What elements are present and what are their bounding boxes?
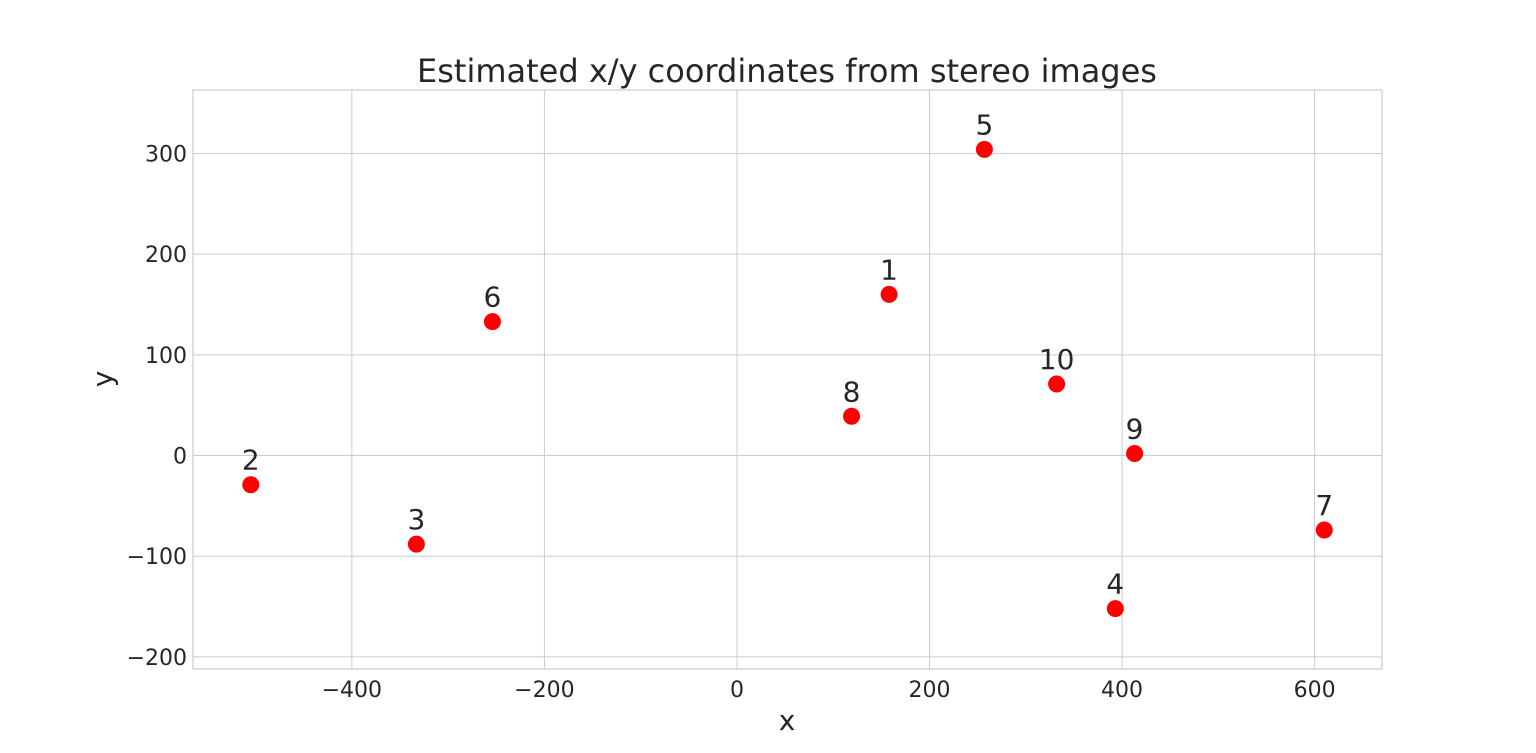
point-label: 7: [1315, 489, 1333, 522]
x-tick-label: 0: [730, 678, 744, 703]
x-ticks: −400 −200 0 200 400 600: [322, 678, 1336, 703]
x-tick-label: 400: [1101, 678, 1143, 703]
data-point: [1106, 600, 1124, 618]
data-point: [880, 285, 898, 303]
data-point: [843, 407, 861, 425]
data-point: [1126, 445, 1144, 463]
y-tick-label: 200: [145, 243, 187, 268]
y-axis-label: y: [86, 371, 119, 388]
point-label: 8: [843, 375, 861, 408]
point-label: 3: [407, 503, 425, 536]
data-points: 1 2 3 4 5 6 7 8 9 10: [242, 108, 1333, 618]
grid: [193, 90, 1382, 669]
data-point: [407, 535, 425, 553]
y-ticks: −200 −100 0 100 200 300: [127, 142, 187, 670]
data-point: [483, 313, 501, 331]
y-tick-label: 0: [173, 445, 187, 470]
y-tick-label: −100: [127, 545, 187, 570]
data-point: [242, 476, 260, 494]
x-tick-label: −400: [322, 678, 382, 703]
point-label: 4: [1106, 568, 1124, 601]
y-tick-label: −200: [127, 646, 187, 671]
y-tick-label: 100: [145, 344, 187, 369]
x-tick-label: 200: [909, 678, 951, 703]
data-point: [1048, 375, 1066, 393]
point-label: 9: [1126, 413, 1144, 446]
chart-title: Estimated x/y coordinates from stereo im…: [417, 52, 1157, 90]
point-label: 6: [484, 281, 502, 314]
point-label: 10: [1039, 343, 1075, 376]
data-point: [1315, 521, 1333, 539]
y-tick-label: 300: [145, 142, 187, 167]
x-tick-label: −200: [514, 678, 574, 703]
point-label: 5: [975, 108, 993, 141]
x-tick-label: 600: [1294, 678, 1336, 703]
x-axis-label: x: [779, 704, 796, 737]
plot-frame: [192, 89, 1383, 670]
data-point: [975, 140, 993, 158]
point-label: 2: [242, 444, 260, 477]
point-label: 1: [880, 253, 898, 286]
